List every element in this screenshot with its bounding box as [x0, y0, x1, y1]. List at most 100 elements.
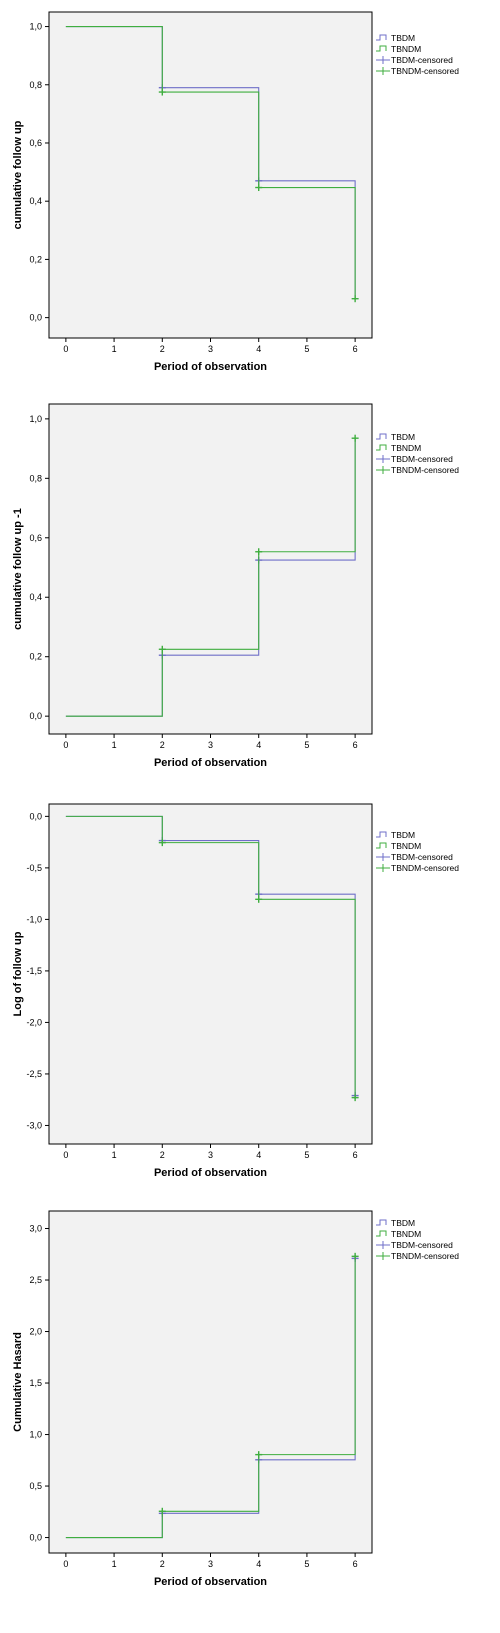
x-axis-title: Period of observation: [154, 1576, 267, 1588]
chart-svg-3: 0 1 2 3 4 5 6 0,0 -0,5 -1,0 -1,5 -2,0 -2,5 -3,0 Period…: [12, 803, 459, 1179]
y-tick-label: 0,0: [29, 811, 42, 821]
legend-item: TBDM-censored: [376, 852, 453, 862]
y-tick-label: -3,0: [26, 1120, 42, 1130]
y-tick-label: 2,5: [29, 1275, 42, 1285]
y-tick-label: 1,0: [29, 1430, 42, 1440]
y-tick-label: 0,2: [29, 254, 42, 264]
y-tick-label: 3,0: [29, 1224, 42, 1234]
y-axis-title: Log of follow up: [12, 931, 24, 1016]
series-line-tbndm: [65, 815, 356, 1098]
y-tick-label: -1,0: [26, 914, 42, 924]
legend-line-symbol: [376, 45, 387, 52]
x-tick-label: 5: [304, 1150, 309, 1160]
chart-svg-4: 0 1 2 3 4 5 6 0,0 0,5 1,0 1,5 2,0 2,5 3,0 Period of ob…: [12, 1210, 459, 1588]
x-tick-label: 4: [256, 344, 261, 354]
legend-label: TBNDM-censored: [391, 863, 459, 873]
legend-label: TBNDM: [391, 1229, 421, 1239]
legend-item: TBDM-censored: [376, 1240, 453, 1250]
y-axis-title: cumulative follow up -1: [12, 508, 24, 630]
legend-item: TBNDM: [376, 443, 421, 453]
censored-mark-tbndm: [351, 434, 359, 442]
legend-line-symbol: [376, 831, 387, 838]
legend-line-symbol: [376, 444, 387, 451]
legend-label: TBDM-censored: [391, 1240, 453, 1250]
x-tick-label: 1: [112, 740, 117, 750]
x-axis-title: Period of observation: [154, 361, 267, 373]
series-line-tbndm: [65, 26, 356, 299]
x-tick-label: 6: [353, 1559, 358, 1569]
chart-panel-3: 0 1 2 3 4 5 6 0,0 -0,5 -1,0 -1,5 -2,0 -2,5 -3,0 Period…: [0, 792, 500, 1199]
y-tick-label: 0,4: [29, 592, 42, 602]
legend-line-symbol: [376, 433, 387, 440]
y-tick-label: 0,6: [29, 533, 42, 543]
y-axis-title: cumulative follow up: [12, 120, 24, 229]
legend-line-symbol: [376, 1219, 387, 1226]
legend-label: TBNDM: [391, 443, 421, 453]
x-tick-label: 6: [353, 1150, 358, 1160]
chart-svg-2: 0 1 2 3 4 5 6 0,0 0,2 0,4 0,6 0,8 1,0 Period of obser…: [12, 403, 459, 769]
legend-item: TBNDM-censored: [376, 1251, 459, 1261]
legend-line-symbol: [376, 1230, 387, 1237]
plot-area: [48, 403, 373, 735]
x-tick-label: 1: [112, 344, 117, 354]
legend-label: TBDM: [391, 1218, 415, 1228]
x-tick-label: 0: [63, 1559, 68, 1569]
legend-item: TBDM: [376, 432, 415, 442]
y-tick-label: -0,5: [26, 863, 42, 873]
legend-item: TBDM: [376, 830, 415, 840]
censored-mark-tbndm: [255, 1451, 263, 1459]
plot-area: [48, 11, 373, 339]
y-tick-label: -2,5: [26, 1069, 42, 1079]
x-tick-label: 4: [256, 740, 261, 750]
y-tick-label: 0,0: [29, 313, 42, 323]
y-tick-label: 0,0: [29, 1533, 42, 1543]
y-tick-label: 0,8: [29, 80, 42, 90]
legend-label: TBDM: [391, 33, 415, 43]
legend-item: TBNDM-censored: [376, 465, 459, 475]
x-tick-label: 3: [208, 1150, 213, 1160]
y-tick-label: -1,5: [26, 966, 42, 976]
plot-area: [48, 1210, 373, 1554]
plot-area: [48, 803, 373, 1145]
y-tick-label: 0,2: [29, 652, 42, 662]
censored-mark-tbndm: [255, 895, 263, 903]
censored-mark-tbndm: [255, 184, 263, 192]
x-tick-label: 3: [208, 740, 213, 750]
y-axis-title: Cumulative Hasard: [12, 1332, 24, 1432]
legend-label: TBDM: [391, 432, 415, 442]
x-tick-label: 1: [112, 1150, 117, 1160]
x-tick-label: 4: [256, 1150, 261, 1160]
legend-label: TBDM-censored: [391, 454, 453, 464]
legend-item: TBNDM-censored: [376, 66, 459, 76]
chart-svg-1: 0 1 2 3 4 5 6 0,0 0,2 0,4 0,6 0,8 1,0 Period of obser…: [12, 11, 459, 373]
censored-mark-tbndm: [158, 88, 166, 96]
x-tick-label: 2: [160, 344, 165, 354]
legend-item: TBNDM: [376, 841, 421, 851]
x-tick-label: 3: [208, 1559, 213, 1569]
chart-panel-2: 0 1 2 3 4 5 6 0,0 0,2 0,4 0,6 0,8 1,0 Period of obser…: [0, 392, 500, 792]
y-tick-label: 1,0: [29, 414, 42, 424]
x-tick-label: 5: [304, 740, 309, 750]
legend-label: TBDM-censored: [391, 852, 453, 862]
y-tick-label: 1,0: [29, 22, 42, 32]
x-tick-label: 6: [353, 344, 358, 354]
y-tick-label: 0,5: [29, 1481, 42, 1491]
series-line-tbndm: [65, 1256, 356, 1539]
legend-item: TBDM: [376, 33, 415, 43]
legend-label: TBNDM-censored: [391, 66, 459, 76]
y-tick-label: 0,6: [29, 138, 42, 148]
x-tick-label: 0: [63, 344, 68, 354]
series-line-tbndm: [65, 438, 356, 717]
x-tick-label: 0: [63, 1150, 68, 1160]
legend-label: TBNDM-censored: [391, 465, 459, 475]
chart-panel-1: 0 1 2 3 4 5 6 0,0 0,2 0,4 0,6 0,8 1,0 Period of obser…: [0, 0, 500, 392]
y-tick-label: 2,0: [29, 1327, 42, 1337]
y-tick-label: 0,0: [29, 711, 42, 721]
x-tick-label: 2: [160, 1150, 165, 1160]
x-tick-label: 0: [63, 740, 68, 750]
y-tick-label: 1,5: [29, 1378, 42, 1388]
censored-mark-tbndm: [158, 1507, 166, 1515]
x-tick-label: 6: [353, 740, 358, 750]
x-tick-label: 5: [304, 1559, 309, 1569]
x-tick-label: 2: [160, 740, 165, 750]
